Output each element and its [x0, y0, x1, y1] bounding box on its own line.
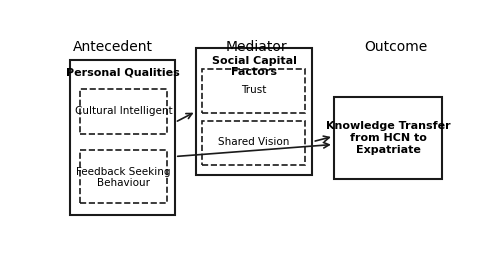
Text: Social Capital
Factors: Social Capital Factors: [212, 56, 297, 77]
Text: Trust: Trust: [241, 85, 266, 95]
Text: Mediator: Mediator: [226, 40, 287, 54]
FancyBboxPatch shape: [202, 121, 304, 165]
Text: Personal Qualities: Personal Qualities: [66, 68, 180, 78]
FancyBboxPatch shape: [334, 97, 442, 179]
Text: Knowledge Transfer
from HCN to
Expatriate: Knowledge Transfer from HCN to Expatriat…: [326, 121, 450, 154]
FancyBboxPatch shape: [80, 89, 167, 134]
Text: Shared Vision: Shared Vision: [218, 137, 289, 147]
Text: Outcome: Outcome: [364, 40, 428, 54]
FancyBboxPatch shape: [70, 60, 175, 215]
FancyBboxPatch shape: [196, 48, 312, 175]
FancyBboxPatch shape: [80, 150, 167, 203]
Text: Antecedent: Antecedent: [73, 40, 153, 54]
FancyBboxPatch shape: [202, 69, 304, 113]
Text: Feedback Seeking
Behaviour: Feedback Seeking Behaviour: [76, 167, 170, 188]
Text: Cultural Intelligent: Cultural Intelligent: [74, 106, 172, 116]
